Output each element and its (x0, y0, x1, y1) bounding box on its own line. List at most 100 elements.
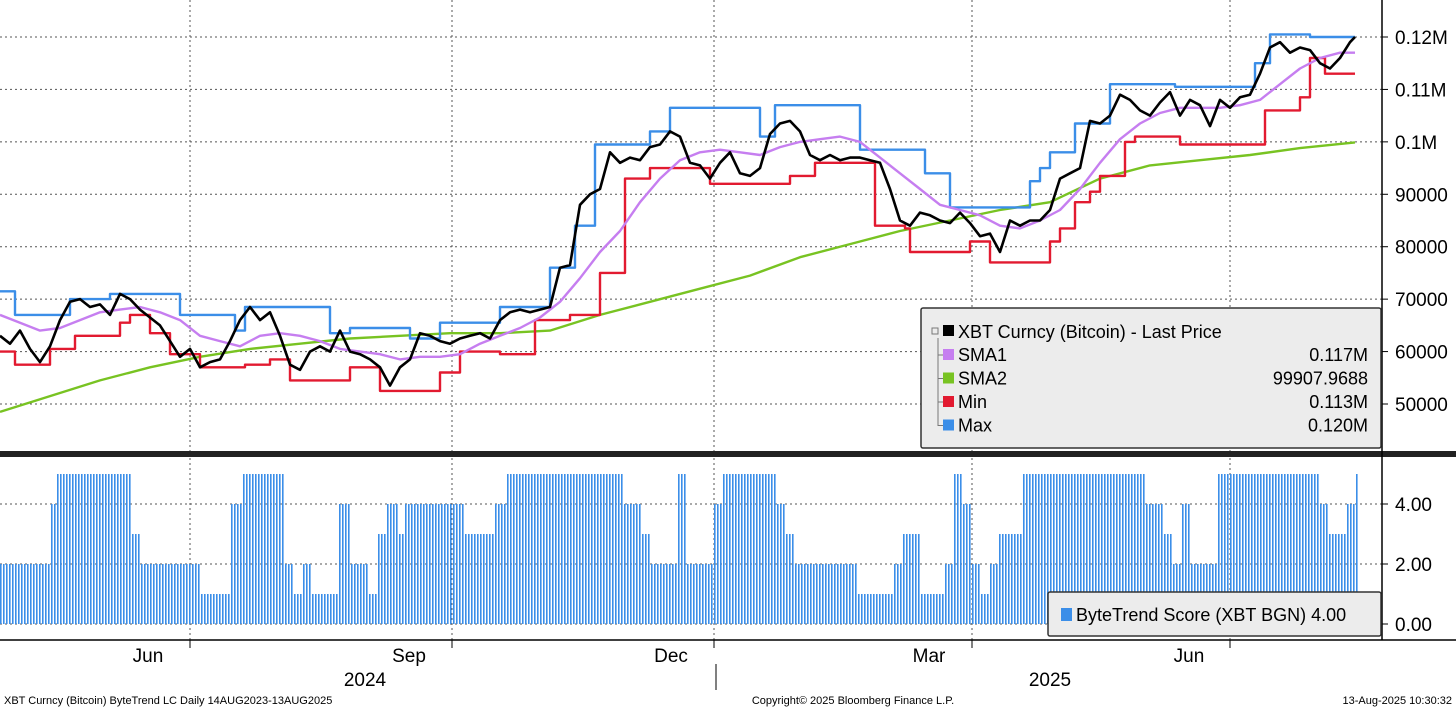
score-bar (78, 474, 80, 624)
score-bar (225, 594, 227, 624)
score-bar (1083, 474, 1085, 624)
score-bar (705, 564, 707, 624)
score-bar (957, 474, 959, 624)
score-bar (1266, 474, 1268, 624)
score-bar (288, 564, 290, 624)
score-bar (774, 474, 776, 624)
score-bar (537, 474, 539, 624)
score-bar (330, 594, 332, 624)
score-bar (1146, 504, 1148, 624)
legend: XBT Curncy (Bitcoin) - Last Price SMA1 0.1… (920, 307, 1382, 449)
score-bar (822, 564, 824, 624)
score-bar (909, 534, 911, 624)
score-bar (1302, 474, 1304, 624)
score-bar (216, 594, 218, 624)
score-bar (177, 564, 179, 624)
score-bar (1341, 534, 1343, 624)
score-bar (12, 564, 14, 624)
score-bar (363, 564, 365, 624)
score-bar (558, 474, 560, 624)
score-bars (0, 474, 1358, 624)
score-bar (99, 474, 101, 624)
legend-box (920, 307, 1382, 449)
score-bar (321, 594, 323, 624)
score-bar (414, 504, 416, 624)
score-legend-label: ByteTrend Score (XBT BGN) 4.00 (1076, 605, 1346, 625)
score-bar (411, 504, 413, 624)
score-bar (951, 564, 953, 624)
score-bar (90, 474, 92, 624)
score-bar (207, 594, 209, 624)
score-bar (390, 504, 392, 624)
score-bar (1350, 504, 1352, 624)
score-bar (1062, 474, 1064, 624)
legend-label: SMA1 (958, 345, 1007, 365)
score-bar (678, 474, 680, 624)
score-bar (1002, 534, 1004, 624)
score-bar (876, 594, 878, 624)
score-bar (1104, 474, 1106, 624)
legend-collapse-toggle (931, 327, 939, 335)
score-bar (1335, 534, 1337, 624)
score-bar (954, 474, 956, 624)
score-bar (477, 534, 479, 624)
score-bar (621, 474, 623, 624)
score-bar (1008, 534, 1010, 624)
score-bar (396, 504, 398, 624)
score-bar (21, 564, 23, 624)
score-bar (33, 564, 35, 624)
score-bar (381, 534, 383, 624)
score-bar (921, 594, 923, 624)
score-bar (819, 564, 821, 624)
score-bar (399, 534, 401, 624)
score-bar (1041, 474, 1043, 624)
score-bar (264, 474, 266, 624)
score-bar (144, 564, 146, 624)
score-bar (51, 504, 53, 624)
score-bar (720, 504, 722, 624)
score-bar (1059, 474, 1061, 624)
score-bar (1029, 474, 1031, 624)
score-bar (1071, 474, 1073, 624)
score-bar (543, 474, 545, 624)
score-bar (306, 564, 308, 624)
score-bar (1089, 474, 1091, 624)
score-bar (201, 594, 203, 624)
score-bar (618, 474, 620, 624)
score-bar (1044, 474, 1046, 624)
score-bar (828, 564, 830, 624)
score-bar (495, 504, 497, 624)
score-bar (1236, 474, 1238, 624)
score-bar (684, 474, 686, 624)
score-bar (1107, 474, 1109, 624)
score-bar (756, 474, 758, 624)
score-bar (417, 504, 419, 624)
score-bar (969, 504, 971, 624)
score-bar (867, 594, 869, 624)
score-bar (489, 534, 491, 624)
score-bar (675, 564, 677, 624)
score-bar (1014, 534, 1016, 624)
score-bar (24, 564, 26, 624)
score-bar (303, 564, 305, 624)
score-bar (45, 564, 47, 624)
legend-value: 99907.9688 (1273, 369, 1368, 389)
score-bar (663, 564, 665, 624)
score-bar (252, 474, 254, 624)
score-bar (585, 474, 587, 624)
score-bar (1155, 504, 1157, 624)
score-bar (939, 594, 941, 624)
score-bar (732, 474, 734, 624)
score-bar (642, 534, 644, 624)
score-bar (897, 564, 899, 624)
score-bar (915, 534, 917, 624)
x-tick-label: Dec (654, 646, 688, 667)
score-bar (60, 474, 62, 624)
score-bar (234, 504, 236, 624)
legend-value: 0.120M (1308, 416, 1368, 436)
score-bar (1317, 474, 1319, 624)
score-bar (1347, 504, 1349, 624)
score-bar (315, 594, 317, 624)
score-bar (63, 474, 65, 624)
score-bar (1233, 474, 1235, 624)
